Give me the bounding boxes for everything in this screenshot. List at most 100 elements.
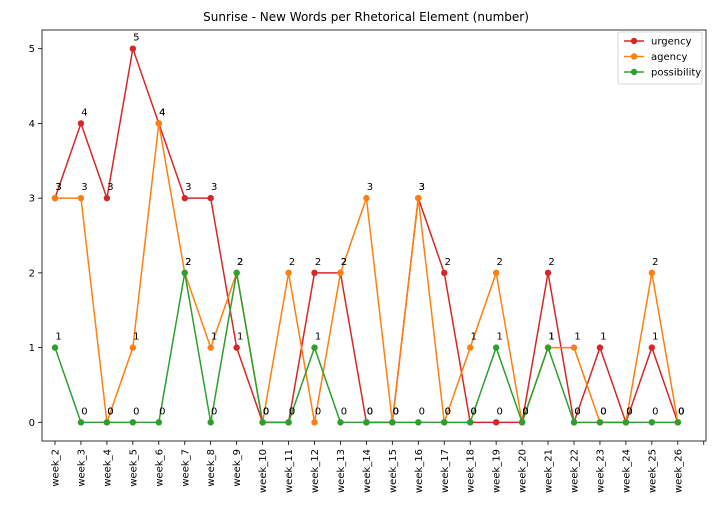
series-line-agency — [55, 123, 679, 426]
x-tick-label: week_14 — [362, 449, 373, 493]
data-label: 0 — [263, 406, 269, 417]
data-label: 1 — [133, 332, 139, 343]
data-label: 1 — [548, 332, 554, 343]
data-label: 0 — [289, 406, 295, 417]
data-point — [596, 344, 604, 351]
data-point — [181, 194, 188, 202]
data-point — [51, 194, 59, 202]
x-tick-label: week_3 — [76, 449, 87, 487]
x-tick-label: week_12 — [310, 449, 321, 493]
data-label: 0 — [393, 406, 399, 417]
legend-label: agency — [651, 52, 687, 63]
data-label: 2 — [341, 257, 347, 268]
data-point — [337, 419, 344, 426]
plot-frame — [41, 29, 707, 442]
y-tick-label: 0 — [29, 418, 35, 429]
data-label: 1 — [652, 332, 658, 343]
data-label: 0 — [522, 406, 528, 417]
x-tick-label: week_15 — [388, 449, 399, 493]
data-point — [389, 419, 396, 426]
series-agency — [51, 120, 681, 426]
data-label: 3 — [55, 182, 61, 193]
data-label: 0 — [367, 406, 373, 417]
data-label: 2 — [185, 257, 191, 268]
x-tick-label: week_2 — [51, 449, 62, 487]
data-point — [259, 419, 266, 426]
data-label: 1 — [600, 332, 606, 343]
data-label: 3 — [107, 182, 113, 193]
data-label: 0 — [341, 406, 347, 417]
data-label: 1 — [471, 332, 477, 343]
data-point — [648, 269, 656, 277]
x-tick-label: week_7 — [180, 449, 191, 487]
legend-marker — [630, 37, 638, 45]
data-point — [363, 419, 370, 426]
data-point — [285, 269, 292, 277]
data-point — [103, 419, 111, 426]
data-point — [337, 269, 344, 277]
data-label: 0 — [626, 406, 632, 417]
x-tick-label: week_20 — [518, 449, 529, 493]
data-point — [544, 269, 552, 277]
data-point — [207, 344, 214, 351]
x-tick-label: week_4 — [102, 449, 113, 487]
x-tick-label: week_17 — [440, 449, 451, 493]
data-label: 2 — [315, 257, 321, 268]
data-point — [596, 419, 604, 426]
data-point — [648, 419, 656, 426]
data-label: 0 — [107, 406, 113, 417]
data-label: 2 — [445, 257, 451, 268]
y-tick-label: 4 — [29, 119, 35, 130]
data-point — [570, 344, 578, 351]
data-point — [570, 419, 578, 426]
series-line-possibility — [54, 272, 678, 425]
data-label: 1 — [237, 332, 243, 343]
data-point — [492, 269, 500, 277]
data-label: 0 — [574, 406, 580, 417]
data-label: 3 — [211, 182, 217, 193]
data-label: 2 — [548, 257, 554, 268]
data-label: 1 — [55, 332, 61, 343]
data-point — [129, 45, 137, 52]
x-tick-label: week_21 — [544, 449, 555, 493]
data-label: 3 — [81, 182, 87, 193]
data-label: 0 — [81, 406, 87, 417]
data-point — [467, 344, 474, 351]
data-point — [363, 194, 370, 202]
data-point — [518, 419, 526, 426]
series-layer — [51, 45, 681, 426]
x-tick-label: week_18 — [466, 449, 477, 493]
y-tick-label: 1 — [29, 343, 35, 354]
data-label: 1 — [548, 332, 554, 343]
data-label: 0 — [133, 406, 139, 417]
data-label: 3 — [419, 182, 425, 193]
data-point — [207, 194, 214, 202]
data-label: 0 — [393, 406, 399, 417]
series-line-urgency — [54, 45, 679, 426]
data-label: 2 — [496, 257, 502, 268]
data-label: 0 — [600, 406, 606, 417]
x-tick-label: week_25 — [647, 449, 658, 493]
data-label: 0 — [471, 406, 477, 417]
legend: urgency agency possibility — [617, 31, 703, 85]
data-label: 3 — [367, 182, 373, 193]
data-label: 4 — [159, 107, 165, 118]
y-tick-label: 5 — [29, 44, 35, 55]
data-point — [77, 194, 85, 202]
data-label: 0 — [107, 406, 113, 417]
x-tick-label: week_22 — [570, 449, 581, 493]
data-point — [467, 419, 474, 426]
data-point — [544, 344, 552, 351]
legend-marker — [630, 68, 638, 76]
data-label: 0 — [626, 406, 632, 417]
x-tick-label: week_13 — [336, 449, 347, 493]
data-label: 1 — [496, 332, 502, 343]
x-tick-label: week_11 — [284, 449, 295, 493]
data-label: 0 — [159, 406, 165, 417]
data-point — [77, 419, 85, 426]
data-label: 5 — [133, 33, 139, 44]
data-point — [207, 419, 214, 426]
data-point — [311, 419, 318, 426]
data-point — [311, 269, 318, 277]
